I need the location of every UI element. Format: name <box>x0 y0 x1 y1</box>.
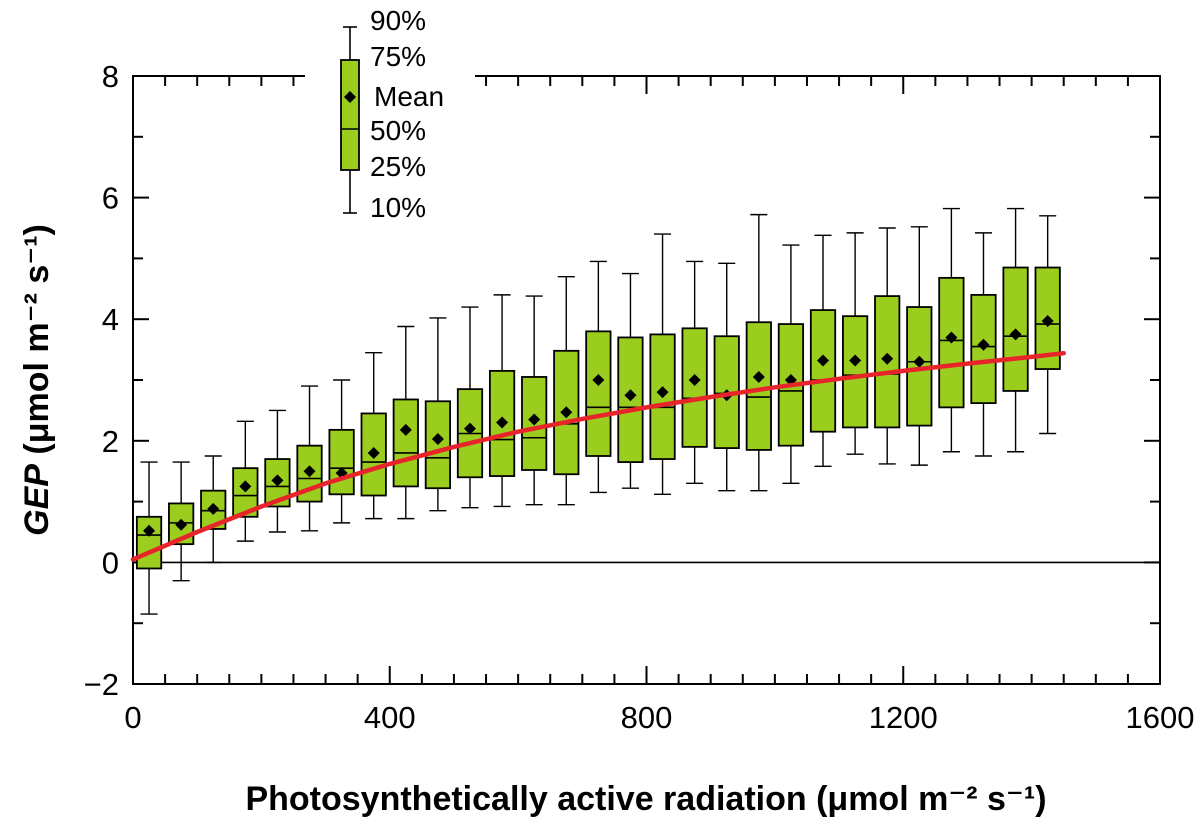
box-plot-group <box>906 226 933 466</box>
mean-marker <box>688 374 701 386</box>
mean-marker <box>849 354 862 367</box>
box-plot-group <box>328 379 355 524</box>
box-plot-group <box>809 234 837 468</box>
mean-marker <box>463 422 476 435</box>
mean-marker <box>945 331 958 344</box>
box-plot-group <box>456 306 484 509</box>
box-iqr <box>328 428 355 496</box>
box-plot-group <box>296 385 323 532</box>
y-tick-label: −2 <box>84 667 119 702</box>
box-plot-group <box>521 295 548 506</box>
x-tick-label: 1200 <box>869 700 938 735</box>
mean-marker <box>175 518 188 531</box>
box-plot-group <box>938 207 965 453</box>
y-tick-label: 4 <box>102 302 119 337</box>
legend-label: 90% <box>370 5 426 36</box>
box-plot-group <box>874 227 901 465</box>
mean-marker <box>303 465 316 478</box>
x-tick-label: 400 <box>364 700 416 735</box>
mean-marker <box>560 406 573 419</box>
box-iqr <box>745 321 772 451</box>
x-axis-title: Photosynthetically active radiation (μmo… <box>245 780 1046 818</box>
legend-label: 75% <box>370 41 426 72</box>
mean-marker <box>817 354 830 367</box>
mean-marker <box>399 423 412 436</box>
mean-marker <box>496 416 509 429</box>
x-tick-label: 800 <box>621 700 673 735</box>
box-plot-group <box>200 455 227 564</box>
box-plot-group <box>649 233 676 496</box>
legend-label: 10% <box>370 192 426 223</box>
fit-curve <box>130 350 1066 562</box>
y-tick-label: 2 <box>102 424 119 459</box>
mean-marker <box>1009 328 1022 341</box>
mean-marker <box>656 386 669 399</box>
mean-marker <box>624 389 637 402</box>
box-plot-group <box>264 409 291 533</box>
y-axis-title-italic: GEP <box>18 464 56 536</box>
box-plot-group <box>424 317 451 512</box>
box-plot-group <box>232 420 259 542</box>
y-tick-label: 8 <box>102 59 119 94</box>
mean-marker <box>528 413 541 426</box>
box-plot-group <box>553 275 580 506</box>
box-iqr <box>135 515 163 570</box>
box-iqr <box>842 315 869 429</box>
y-axis-title: GEP (μmol m⁻² s⁻¹) <box>18 224 56 536</box>
legend-label: Mean <box>374 81 444 112</box>
box-iqr <box>681 327 708 448</box>
mean-marker <box>239 480 252 493</box>
legend-box <box>340 59 360 171</box>
box-plot-group <box>713 262 740 492</box>
mean-marker <box>1041 315 1054 328</box>
box-iqr <box>392 398 419 488</box>
box-plot-group <box>970 232 997 457</box>
box-plot-group <box>488 294 516 508</box>
legend-mean-marker <box>344 91 356 103</box>
box-plot-group <box>360 351 387 520</box>
legend-background <box>305 2 475 224</box>
mean-marker <box>913 355 926 368</box>
x-tick-label: 1600 <box>1126 700 1195 735</box>
box-iqr <box>585 330 612 457</box>
box-plot-group <box>777 244 805 485</box>
legend-label: 50% <box>370 115 426 146</box>
mean-marker <box>207 502 220 515</box>
mean-marker <box>881 352 894 365</box>
mean-marker <box>752 370 765 383</box>
box-plot-group <box>681 260 708 485</box>
y-axis-title-units: (μmol m⁻² s⁻¹) <box>18 224 56 464</box>
box-plot-group <box>617 272 644 489</box>
box-plot-group <box>842 232 869 455</box>
mean-marker <box>592 374 605 386</box>
legend-label: 25% <box>370 151 426 182</box>
y-tick-label: 0 <box>102 545 119 580</box>
y-tick-label: 6 <box>102 181 119 216</box>
box-plot-group <box>585 260 612 494</box>
box-iqr <box>809 309 837 433</box>
box-plot-group <box>1034 215 1061 435</box>
mean-marker <box>143 524 156 537</box>
box-plot-group <box>392 325 419 520</box>
mean-marker <box>271 474 284 487</box>
mean-marker <box>977 338 990 351</box>
box-plot-group <box>1002 207 1029 453</box>
mean-marker <box>431 432 444 445</box>
x-tick-label: 0 <box>124 700 141 735</box>
box-plot-group <box>135 461 163 615</box>
box-plot-group <box>745 213 772 492</box>
mean-marker <box>367 446 380 459</box>
